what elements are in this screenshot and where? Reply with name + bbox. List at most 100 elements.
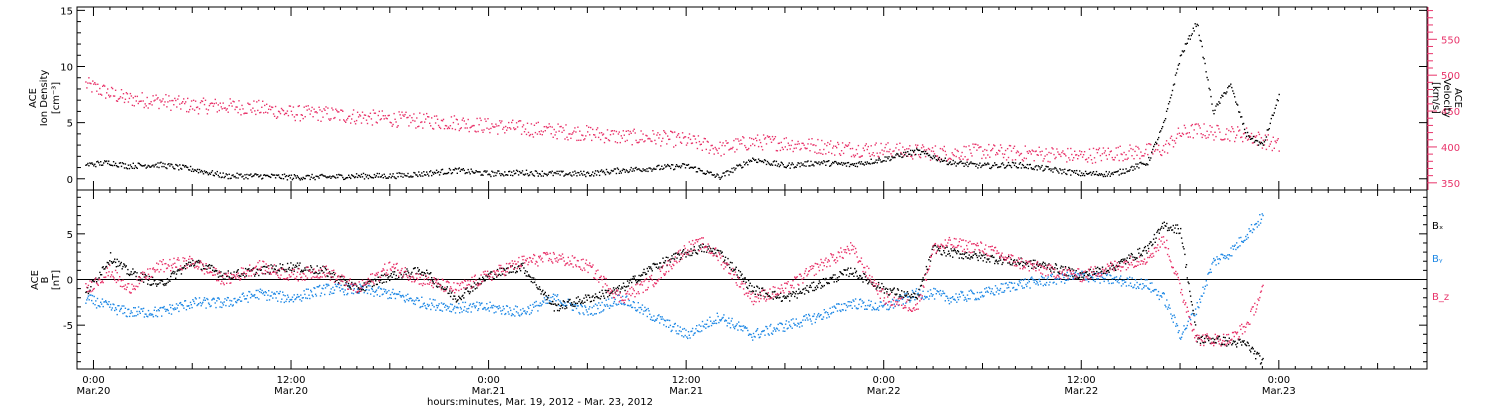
by-point bbox=[1204, 285, 1207, 287]
by-point bbox=[561, 302, 563, 305]
ion-density-point bbox=[472, 171, 474, 174]
by-point bbox=[186, 305, 188, 307]
bx-point bbox=[254, 275, 256, 277]
velocity-point bbox=[970, 152, 972, 154]
velocity-point bbox=[794, 143, 796, 146]
by-point bbox=[410, 297, 412, 300]
bx-point bbox=[273, 268, 276, 270]
ion-density-point bbox=[435, 169, 438, 171]
by-point bbox=[542, 301, 545, 303]
ion-density-point bbox=[103, 162, 105, 164]
ion-density-point bbox=[258, 176, 260, 178]
by-point bbox=[790, 319, 793, 321]
by-point bbox=[1182, 331, 1184, 333]
ion-density-point bbox=[1117, 170, 1119, 172]
velocity-point bbox=[490, 127, 492, 130]
bx-point bbox=[404, 270, 406, 273]
by-point bbox=[227, 297, 229, 299]
ion-density-point bbox=[646, 168, 648, 170]
ion-density-point bbox=[829, 165, 831, 167]
ion-density-point bbox=[1014, 162, 1017, 164]
velocity-point bbox=[523, 131, 526, 133]
ion-density-point bbox=[951, 163, 953, 165]
bx-point bbox=[128, 274, 131, 277]
ion-density-point bbox=[571, 175, 573, 177]
ion-density-point bbox=[703, 172, 705, 175]
velocity-point bbox=[398, 111, 400, 113]
by-point bbox=[936, 290, 938, 292]
ion-density-point bbox=[1184, 43, 1187, 45]
by-point bbox=[196, 304, 198, 307]
by-point bbox=[598, 312, 601, 314]
velocity-point bbox=[1048, 151, 1050, 154]
ion-density-point bbox=[399, 172, 401, 175]
bx-point bbox=[211, 264, 213, 267]
ion-density-point bbox=[284, 175, 287, 178]
ion-density-point bbox=[1107, 173, 1109, 175]
velocity-point bbox=[520, 133, 523, 135]
ion-density-point bbox=[490, 175, 492, 178]
bx-point bbox=[137, 279, 140, 281]
by-point bbox=[201, 303, 203, 305]
by-point bbox=[204, 299, 206, 301]
by-point bbox=[842, 309, 844, 311]
velocity-point bbox=[534, 131, 537, 134]
bx-point bbox=[613, 289, 616, 291]
ion-density-point bbox=[592, 171, 594, 173]
ion-density-point bbox=[282, 178, 285, 180]
velocity-point bbox=[865, 143, 867, 145]
by-point bbox=[362, 286, 364, 288]
by-point bbox=[634, 307, 636, 309]
by-point bbox=[1081, 270, 1083, 272]
by-point bbox=[1101, 273, 1103, 275]
ion-density-point bbox=[374, 176, 377, 178]
by-point bbox=[1027, 279, 1030, 281]
bx-point bbox=[639, 280, 641, 282]
by-point bbox=[540, 305, 542, 307]
by-point bbox=[702, 325, 704, 327]
by-point bbox=[663, 324, 665, 326]
by-point bbox=[681, 335, 683, 337]
ion-density-point bbox=[288, 174, 291, 177]
by-point bbox=[905, 292, 908, 294]
by-point bbox=[447, 307, 449, 310]
velocity-point bbox=[1144, 152, 1146, 155]
velocity-point bbox=[540, 130, 542, 132]
ion-density-point bbox=[325, 176, 327, 178]
by-point bbox=[868, 299, 870, 302]
velocity-point bbox=[1149, 143, 1151, 145]
by-point bbox=[188, 305, 190, 307]
ion-density-point bbox=[799, 165, 801, 168]
ion-density-point bbox=[162, 162, 164, 165]
velocity-point bbox=[1070, 147, 1072, 150]
bx-point bbox=[428, 273, 430, 275]
velocity-point bbox=[314, 111, 316, 113]
bx-point bbox=[360, 288, 362, 290]
velocity-point bbox=[635, 139, 637, 142]
velocity-point bbox=[1043, 158, 1045, 160]
by-point bbox=[1181, 333, 1184, 335]
by-point bbox=[338, 286, 341, 289]
bx-point bbox=[433, 283, 435, 285]
velocity-point bbox=[881, 149, 883, 151]
bx-point bbox=[527, 275, 529, 277]
by-point bbox=[1064, 279, 1067, 281]
by-point bbox=[989, 292, 992, 295]
velocity-point bbox=[986, 149, 988, 152]
ion-density-point bbox=[415, 174, 417, 176]
velocity-point bbox=[108, 94, 110, 96]
by-point bbox=[627, 304, 630, 307]
velocity-point bbox=[804, 147, 806, 149]
by-point bbox=[798, 326, 801, 328]
bx-point bbox=[502, 267, 504, 270]
bx-point bbox=[164, 283, 166, 285]
ion-density-point bbox=[517, 174, 520, 176]
ion-density-point bbox=[715, 175, 717, 177]
by-point bbox=[803, 315, 806, 317]
by-point bbox=[139, 312, 141, 314]
ion-density-point bbox=[599, 170, 602, 172]
by-point bbox=[1250, 230, 1252, 232]
ion-density-point bbox=[1274, 107, 1276, 110]
velocity-point bbox=[849, 148, 852, 150]
velocity-point bbox=[1273, 147, 1275, 149]
